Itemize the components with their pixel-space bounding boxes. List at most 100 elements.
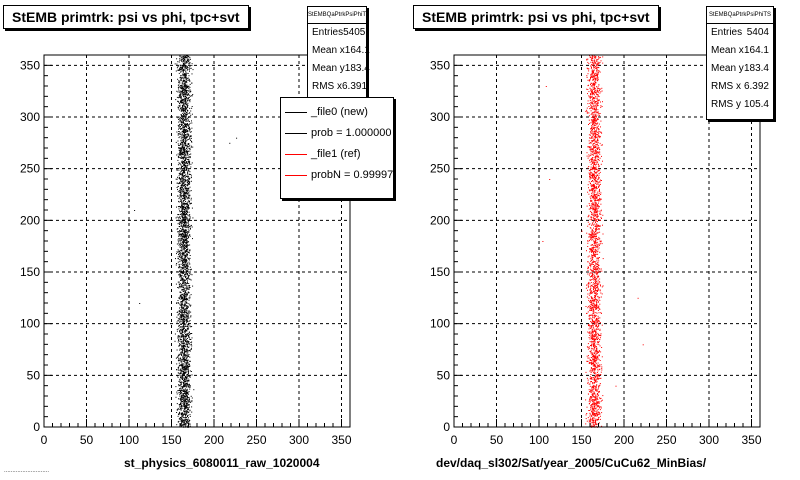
data-point [182, 81, 184, 83]
data-point [184, 409, 186, 411]
data-point [595, 65, 597, 67]
data-point [597, 332, 599, 334]
data-point [186, 107, 188, 109]
data-point [177, 61, 179, 63]
data-point [182, 264, 184, 266]
data-point [183, 73, 185, 75]
data-point [186, 319, 187, 321]
data-point [186, 395, 188, 397]
data-point [179, 55, 181, 57]
data-point [591, 121, 593, 123]
data-point [180, 246, 182, 248]
data-point [185, 268, 187, 270]
data-point [189, 228, 191, 230]
data-point [186, 196, 188, 198]
data-point [188, 421, 190, 423]
data-point [588, 337, 590, 339]
data-point [188, 337, 190, 339]
data-point [191, 73, 193, 75]
data-point [181, 184, 183, 186]
data-point [176, 369, 178, 370]
data-point [183, 346, 185, 348]
data-point [189, 182, 191, 184]
data-point [183, 205, 185, 207]
data-point [176, 131, 178, 133]
data-point [184, 268, 186, 270]
data-point [182, 231, 184, 233]
data-point [591, 154, 593, 156]
data-point [184, 62, 186, 64]
data-point [182, 357, 184, 359]
data-point [590, 362, 592, 364]
data-point [181, 187, 183, 189]
data-point [186, 114, 188, 116]
data-point [188, 303, 190, 305]
data-point [595, 346, 597, 348]
data-point [186, 62, 188, 64]
data-point [181, 420, 183, 422]
data-point [588, 189, 590, 191]
data-point [184, 73, 186, 75]
data-point [599, 197, 600, 199]
data-point [593, 77, 595, 79]
data-point [587, 311, 589, 313]
data-point [184, 282, 186, 284]
data-point [593, 148, 594, 150]
data-point [180, 259, 182, 261]
data-point [184, 163, 186, 165]
data-point [184, 405, 186, 407]
data-point [182, 64, 184, 65]
data-point [188, 356, 190, 357]
data-point [593, 322, 595, 324]
data-point [185, 370, 187, 372]
data-point [183, 258, 185, 260]
data-point [186, 136, 188, 138]
data-point [185, 393, 187, 395]
data-point [181, 118, 182, 119]
data-point [187, 404, 189, 405]
data-point [185, 394, 187, 396]
data-point [180, 339, 181, 341]
data-point [183, 141, 184, 142]
data-point [184, 202, 185, 204]
data-point [186, 420, 188, 422]
data-point [182, 148, 184, 150]
data-point [181, 132, 183, 134]
data-point [176, 393, 178, 395]
data-point [592, 187, 593, 189]
data-point [187, 87, 189, 89]
data-point [183, 212, 185, 214]
data-point [184, 222, 186, 224]
data-point [593, 91, 595, 93]
data-point [597, 155, 599, 157]
data-point [178, 125, 180, 127]
data-point [182, 375, 183, 377]
data-point [187, 61, 189, 63]
data-point [590, 129, 592, 131]
left-y-tick-label: 350 [20, 58, 40, 72]
data-point [183, 197, 185, 199]
data-point [178, 267, 180, 269]
data-point [599, 339, 601, 340]
data-point [601, 347, 603, 348]
data-point [180, 234, 182, 236]
data-point [186, 407, 188, 409]
data-point [600, 322, 601, 324]
data-point [186, 190, 188, 191]
data-point [590, 133, 592, 135]
data-point [588, 140, 590, 142]
data-point [181, 336, 183, 338]
data-point [596, 89, 598, 91]
data-point [186, 274, 188, 275]
data-point [184, 357, 186, 359]
data-point [596, 208, 598, 210]
data-point [184, 327, 185, 329]
data-point [180, 230, 182, 232]
data-point [186, 363, 188, 365]
data-point [597, 214, 598, 216]
data-point [181, 246, 183, 248]
data-point [597, 388, 599, 390]
data-point [180, 387, 182, 389]
data-point [185, 385, 187, 387]
data-point [188, 419, 190, 421]
